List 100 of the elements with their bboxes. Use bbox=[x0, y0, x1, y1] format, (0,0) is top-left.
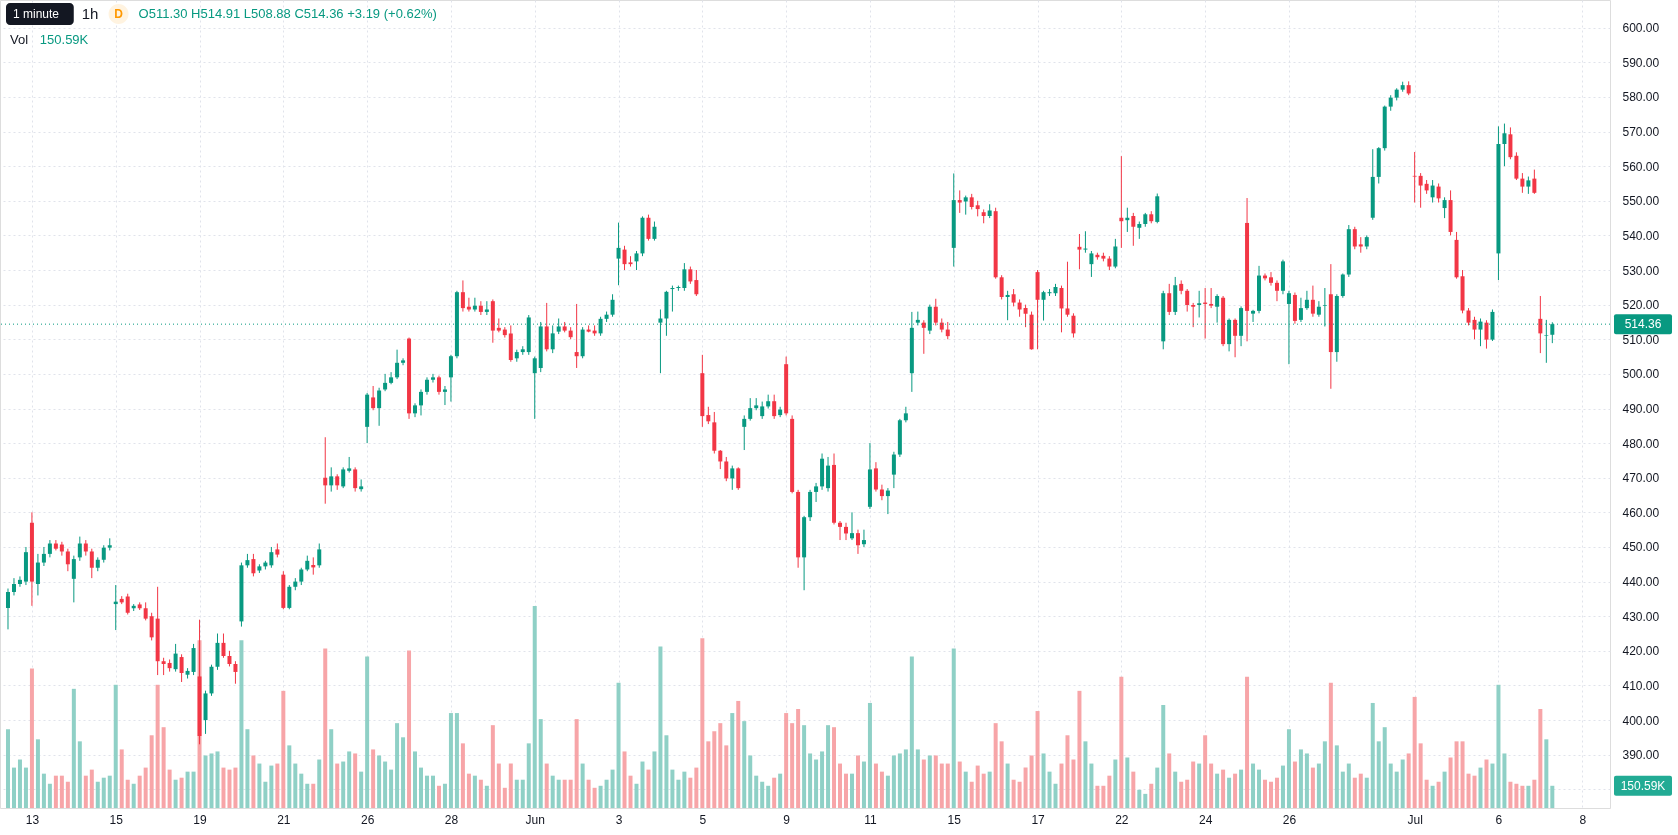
bar bbox=[305, 783, 310, 808]
candlestick bbox=[233, 660, 238, 685]
bar bbox=[760, 781, 765, 808]
x-tick-label: 15 bbox=[109, 812, 124, 827]
candlestick bbox=[855, 529, 860, 555]
bar bbox=[1394, 771, 1399, 808]
candlestick bbox=[1071, 312, 1076, 339]
y-tick-label: 590.00 bbox=[1622, 55, 1660, 70]
bar bbox=[1077, 690, 1082, 808]
bar bbox=[987, 771, 992, 808]
bar bbox=[113, 684, 118, 808]
bar bbox=[1107, 775, 1112, 808]
bar bbox=[329, 729, 334, 808]
candlestick bbox=[1131, 212, 1136, 247]
bar bbox=[239, 640, 244, 808]
bar bbox=[1023, 767, 1028, 808]
x-tick-label: Jun bbox=[525, 812, 545, 827]
bar bbox=[718, 723, 723, 808]
bar bbox=[335, 763, 340, 808]
x-tick-label: Jul bbox=[1407, 812, 1423, 827]
x-tick-label: 17 bbox=[1031, 812, 1046, 827]
bar bbox=[532, 606, 537, 808]
bar bbox=[1203, 735, 1208, 808]
bar bbox=[670, 769, 675, 808]
candlestick bbox=[628, 255, 633, 268]
bar bbox=[1280, 765, 1285, 808]
candlestick bbox=[389, 371, 394, 385]
bar bbox=[592, 787, 597, 808]
bar bbox=[622, 751, 627, 808]
bar bbox=[1185, 779, 1190, 808]
bar bbox=[401, 737, 406, 808]
bar bbox=[1298, 749, 1303, 808]
bar bbox=[101, 777, 106, 808]
bar bbox=[1388, 763, 1393, 808]
y-tick-label: 490.00 bbox=[1622, 402, 1660, 416]
bar bbox=[1215, 773, 1220, 808]
bar bbox=[885, 775, 890, 808]
bar bbox=[844, 773, 848, 808]
candlestick bbox=[317, 543, 322, 569]
y-tick-label: 460.00 bbox=[1622, 505, 1660, 520]
bar bbox=[11, 767, 16, 808]
candlestick bbox=[221, 633, 226, 659]
bar bbox=[5, 729, 10, 808]
candlestick bbox=[1077, 233, 1082, 270]
candlestick bbox=[1268, 271, 1273, 287]
bar bbox=[83, 775, 88, 808]
bar bbox=[287, 745, 292, 808]
candlestick bbox=[652, 221, 657, 242]
bar bbox=[1514, 783, 1519, 808]
bar bbox=[436, 785, 441, 808]
bar bbox=[377, 755, 382, 808]
candlestick bbox=[1310, 285, 1315, 318]
bar bbox=[909, 656, 914, 808]
bar bbox=[556, 779, 561, 808]
bar bbox=[873, 763, 878, 808]
candlestick bbox=[826, 456, 831, 493]
bar bbox=[1173, 771, 1178, 808]
candlestick bbox=[1167, 283, 1172, 316]
x-tick-label: 22 bbox=[1115, 812, 1129, 827]
x-tick-label: 5 bbox=[699, 812, 707, 827]
bar bbox=[1406, 753, 1411, 808]
y-tick-label: 580.00 bbox=[1622, 90, 1660, 105]
candlestick bbox=[921, 319, 926, 355]
bar bbox=[1035, 711, 1040, 808]
bar bbox=[161, 727, 166, 808]
bar bbox=[1304, 753, 1309, 808]
candlestick bbox=[1520, 172, 1525, 194]
bar bbox=[1209, 763, 1214, 808]
bar bbox=[849, 773, 854, 808]
candlestick bbox=[1233, 317, 1238, 358]
candlestick bbox=[341, 466, 346, 489]
bar bbox=[1263, 779, 1268, 808]
candlestick bbox=[748, 397, 753, 422]
candlestick bbox=[1508, 126, 1513, 160]
candlestick bbox=[844, 522, 848, 541]
candlestick bbox=[724, 456, 729, 482]
bar bbox=[1382, 727, 1387, 808]
bar bbox=[1137, 789, 1142, 808]
bar bbox=[963, 771, 968, 808]
bar bbox=[999, 741, 1004, 808]
bar bbox=[1424, 779, 1429, 808]
bar bbox=[466, 773, 471, 808]
y-tick-label: 480.00 bbox=[1622, 436, 1660, 451]
candlestick bbox=[215, 633, 220, 671]
candlestick bbox=[269, 546, 274, 569]
bar bbox=[1274, 777, 1279, 808]
bar bbox=[1400, 759, 1405, 808]
candlestick bbox=[730, 465, 735, 491]
bar bbox=[1412, 696, 1417, 808]
candlestick bbox=[1298, 297, 1303, 323]
bar bbox=[700, 638, 705, 808]
candlestick bbox=[442, 385, 447, 406]
bar bbox=[1221, 769, 1226, 808]
candlestick bbox=[1430, 179, 1435, 204]
candlestick bbox=[143, 601, 148, 621]
candlestick bbox=[1197, 290, 1202, 318]
x-tick-label: 11 bbox=[864, 812, 877, 827]
candlestick bbox=[1059, 285, 1064, 333]
bar bbox=[125, 779, 130, 808]
bar bbox=[227, 769, 232, 808]
